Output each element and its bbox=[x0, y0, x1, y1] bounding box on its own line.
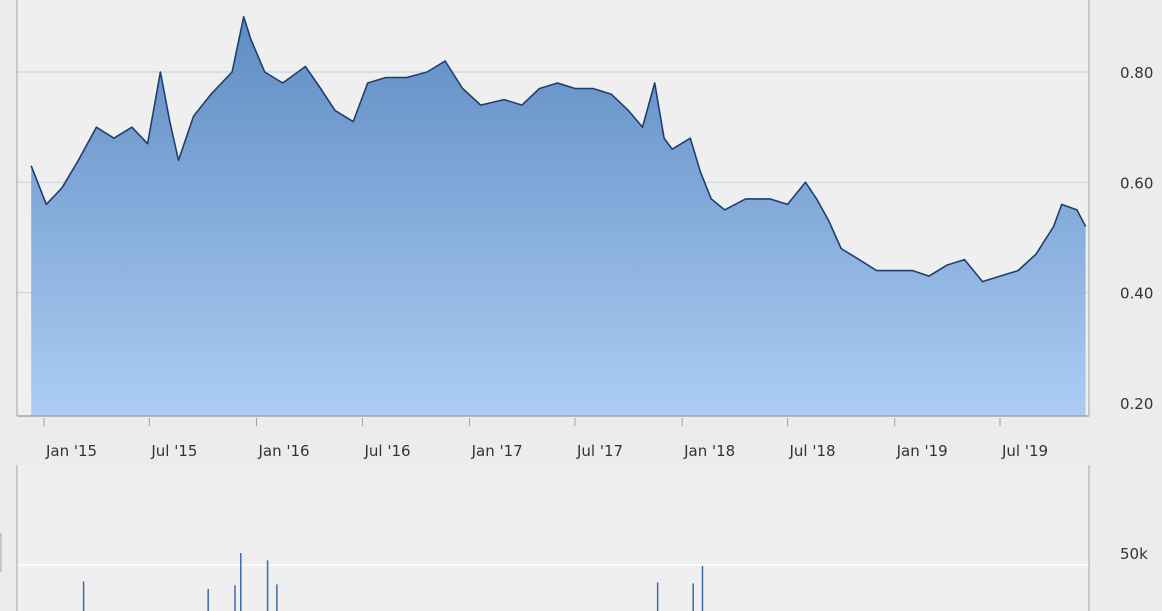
price-area-fill bbox=[31, 16, 1086, 417]
x-tick-label: Jan '17 bbox=[471, 442, 523, 460]
x-tick-label: Jan '15 bbox=[45, 442, 97, 460]
y-tick-label: 0.80 bbox=[1120, 64, 1153, 82]
x-tick-label: Jan '18 bbox=[683, 442, 735, 460]
volume-plot-background bbox=[17, 465, 1089, 611]
price-y-axis: 0.20 0.40 0.60 0.80 bbox=[1120, 64, 1153, 413]
y-tick-label: 0.20 bbox=[1120, 395, 1153, 413]
x-tick-label: Jul '17 bbox=[576, 442, 623, 460]
volume-y-axis: 50k bbox=[1120, 545, 1148, 563]
x-tick-label: Jan '16 bbox=[258, 442, 310, 460]
date-x-axis: Jan '15 Jul '15 Jan '16 Jul '16 Jan '17 Jul '… bbox=[43, 418, 1048, 460]
x-tick-label: Jul '18 bbox=[788, 442, 835, 460]
y-tick-label: 0.40 bbox=[1120, 285, 1153, 303]
price-line bbox=[30, 16, 1087, 283]
volume-y-tick-label: 50k bbox=[1120, 545, 1148, 563]
x-tick-label: Jul '16 bbox=[363, 442, 410, 460]
y-tick-label: 0.60 bbox=[1120, 174, 1153, 192]
volume-bars bbox=[82, 553, 704, 611]
x-tick-label: Jul '19 bbox=[1001, 442, 1048, 460]
x-tick-label: Jan '19 bbox=[896, 442, 948, 460]
x-tick-label: Jul '15 bbox=[150, 442, 197, 460]
